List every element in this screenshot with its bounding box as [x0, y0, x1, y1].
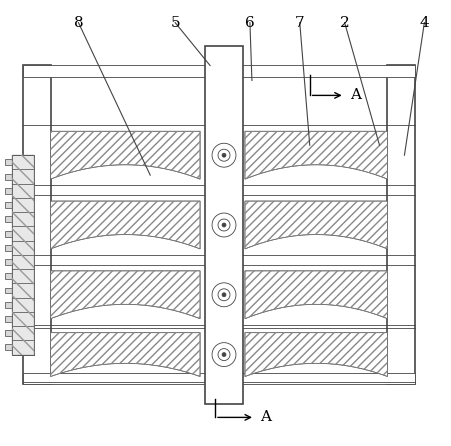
Text: A: A	[260, 410, 271, 425]
Bar	[23, 66, 415, 78]
Circle shape	[218, 349, 230, 360]
Polygon shape	[5, 159, 12, 165]
Polygon shape	[5, 188, 12, 194]
Circle shape	[212, 213, 236, 237]
Bar	[387, 66, 415, 384]
Text: A: A	[350, 88, 361, 103]
Bar	[23, 372, 415, 384]
Circle shape	[212, 143, 236, 167]
Polygon shape	[5, 273, 12, 279]
Circle shape	[218, 289, 230, 301]
Polygon shape	[5, 316, 12, 322]
Text: 4: 4	[419, 16, 429, 29]
Polygon shape	[5, 216, 12, 222]
Polygon shape	[245, 131, 387, 179]
Polygon shape	[5, 245, 12, 251]
Polygon shape	[51, 131, 200, 179]
Polygon shape	[5, 259, 12, 265]
Polygon shape	[245, 333, 387, 376]
Circle shape	[222, 223, 226, 227]
Bar	[23, 66, 51, 384]
Polygon shape	[5, 202, 12, 208]
Polygon shape	[5, 330, 12, 336]
Circle shape	[222, 293, 226, 297]
Polygon shape	[5, 302, 12, 308]
Circle shape	[222, 153, 226, 157]
Circle shape	[212, 343, 236, 367]
Polygon shape	[5, 231, 12, 236]
Polygon shape	[245, 271, 387, 319]
Circle shape	[218, 219, 230, 231]
Circle shape	[222, 353, 226, 357]
Circle shape	[212, 283, 236, 307]
Text: 8: 8	[74, 16, 83, 29]
Bar	[205, 45, 243, 405]
Text: 6: 6	[245, 16, 255, 29]
Polygon shape	[5, 173, 12, 180]
Bar	[12, 155, 33, 355]
Polygon shape	[51, 333, 200, 376]
Text: 2: 2	[340, 16, 350, 29]
Text: 5: 5	[170, 16, 180, 29]
Polygon shape	[5, 344, 12, 351]
Circle shape	[218, 149, 230, 161]
Polygon shape	[51, 201, 200, 249]
Polygon shape	[5, 288, 12, 293]
Polygon shape	[51, 271, 200, 319]
Polygon shape	[245, 201, 387, 249]
Text: 7: 7	[295, 16, 304, 29]
